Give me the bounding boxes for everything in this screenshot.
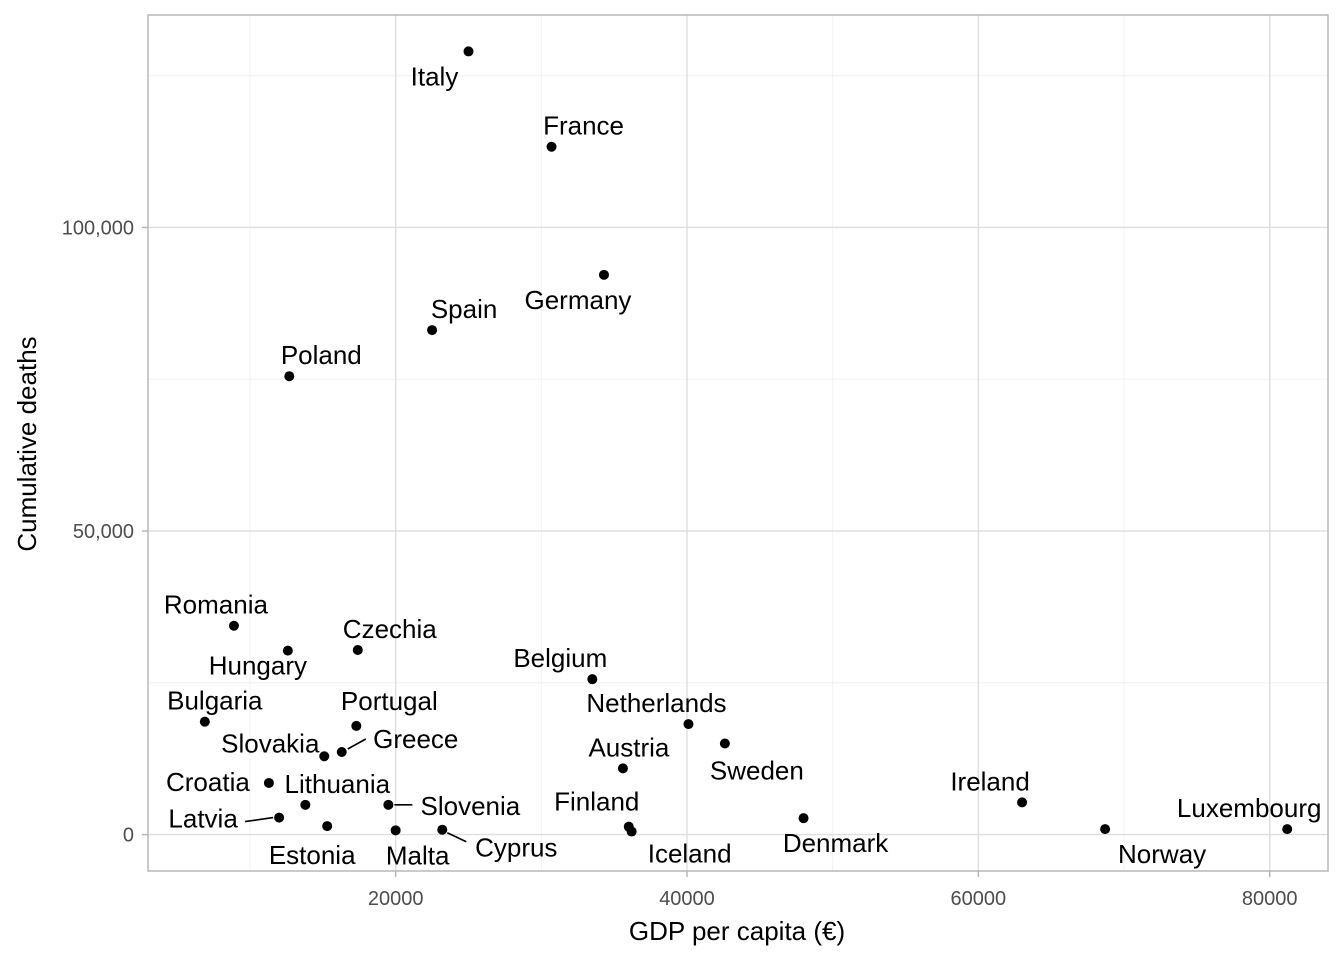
data-point-norway: [1100, 824, 1111, 835]
data-point-latvia: [274, 812, 285, 823]
data-point-belgium: [587, 674, 598, 685]
point-label-netherlands: Netherlands: [586, 688, 726, 718]
point-label-luxembourg: Luxembourg: [1177, 793, 1322, 823]
point-label-ireland: Ireland: [950, 766, 1030, 796]
data-point-portugal: [351, 720, 362, 731]
point-label-finland: Finland: [554, 787, 639, 817]
data-point-netherlands: [683, 719, 694, 730]
x-axis-title: GDP per capita (€): [629, 916, 845, 946]
data-point-ireland: [1017, 797, 1028, 808]
x-tick-label: 80000: [1242, 888, 1298, 910]
x-tick-label: 60000: [951, 888, 1007, 910]
data-point-hungary: [282, 645, 293, 656]
leader-line-layer: [244, 738, 467, 843]
point-label-austria: Austria: [588, 732, 669, 762]
point-label-cyprus: Cyprus: [475, 833, 557, 863]
data-point-poland: [284, 371, 295, 382]
point-label-romania: Romania: [164, 590, 269, 620]
data-point-romania: [228, 620, 239, 631]
leader-line-cyprus: [446, 831, 467, 843]
data-point-estonia: [322, 821, 333, 832]
y-axis-title: Cumulative deaths: [12, 336, 42, 551]
grid-layer: [148, 15, 1328, 871]
leader-line-latvia: [244, 816, 274, 823]
data-point-croatia: [263, 777, 274, 788]
axis-layer: 20000 40000 60000 80000 0 50,000 100,000: [62, 14, 1329, 910]
data-point-iceland: [626, 826, 637, 837]
y-tick-label: 50,000: [73, 521, 134, 543]
point-label-denmark: Denmark: [783, 828, 889, 858]
point-label-lithuania: Lithuania: [285, 769, 391, 799]
point-label-slovenia: Slovenia: [421, 791, 521, 821]
y-tick-label: 100,000: [62, 217, 134, 239]
data-point-malta: [390, 825, 401, 836]
point-label-iceland: Iceland: [648, 839, 732, 869]
x-tick-label: 20000: [368, 888, 424, 910]
data-point-cyprus: [437, 824, 448, 835]
point-label-bulgaria: Bulgaria: [167, 686, 263, 716]
data-point-bulgaria: [199, 716, 210, 727]
point-label-croatia: Croatia: [166, 767, 250, 797]
data-point-slovakia: [319, 751, 330, 762]
plot-panel-border: [147, 14, 1329, 872]
point-label-france: France: [543, 111, 624, 141]
leader-line-greece: [347, 738, 367, 750]
point-label-slovakia: Slovakia: [221, 728, 320, 758]
y-tick-label: 0: [123, 825, 134, 847]
data-point-luxembourg: [1282, 824, 1293, 835]
point-label-germany: Germany: [525, 285, 632, 315]
data-point-greece: [336, 747, 347, 758]
point-label-latvia: Latvia: [168, 804, 238, 834]
data-point-sweden: [719, 738, 730, 749]
point-label-greece: Greece: [373, 724, 458, 754]
data-point-spain: [427, 325, 438, 336]
data-point-italy: [463, 46, 474, 57]
point-label-poland: Poland: [281, 340, 362, 370]
point-label-norway: Norway: [1118, 839, 1206, 869]
data-point-france: [546, 141, 557, 152]
point-label-estonia: Estonia: [269, 840, 356, 870]
x-tick-label: 40000: [659, 888, 715, 910]
point-label-czechia: Czechia: [343, 614, 437, 644]
point-layer: [199, 46, 1293, 837]
point-label-portugal: Portugal: [341, 686, 438, 716]
point-label-hungary: Hungary: [209, 651, 307, 681]
data-point-germany: [598, 269, 609, 280]
point-label-spain: Spain: [431, 294, 498, 324]
data-point-slovenia: [383, 799, 394, 810]
data-point-austria: [617, 763, 628, 774]
data-point-czechia: [352, 645, 363, 656]
point-label-sweden: Sweden: [710, 756, 804, 786]
point-label-belgium: Belgium: [513, 643, 607, 673]
data-point-lithuania: [300, 799, 311, 810]
point-label-italy: Italy: [411, 61, 459, 91]
point-label-malta: Malta: [386, 840, 450, 870]
data-point-denmark: [798, 813, 809, 824]
point-label-layer: Italy France Germany Spain Poland Romania Hung…: [164, 61, 1322, 870]
